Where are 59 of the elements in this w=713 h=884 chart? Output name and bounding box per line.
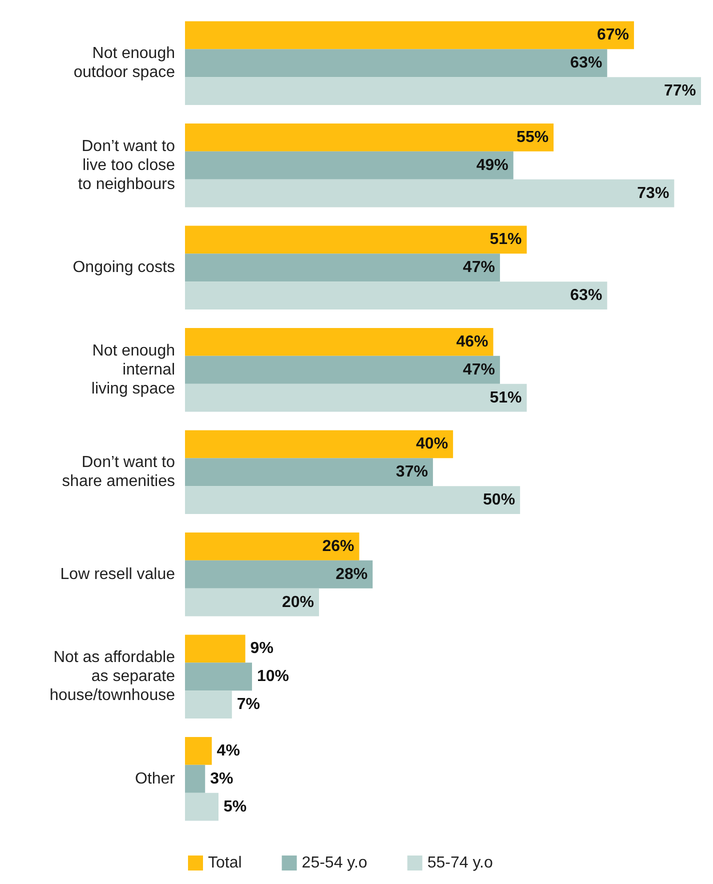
bar bbox=[185, 430, 454, 458]
bar bbox=[185, 21, 634, 50]
bar bbox=[185, 458, 433, 486]
bar bbox=[185, 792, 219, 821]
y-tick-label: Don’t want to share amenities bbox=[62, 454, 176, 490]
data-label: 3% bbox=[210, 770, 234, 788]
data-label: 4% bbox=[216, 742, 240, 760]
data-label: 37% bbox=[396, 464, 428, 481]
y-tick-label: Not enough internal living space bbox=[91, 342, 176, 398]
bar bbox=[185, 634, 246, 663]
bar bbox=[185, 77, 701, 106]
data-label: 20% bbox=[282, 594, 314, 611]
y-tick-label: Low resell value bbox=[60, 566, 176, 583]
data-label: 10% bbox=[257, 668, 290, 686]
bar bbox=[185, 282, 608, 310]
bar bbox=[185, 662, 252, 691]
legend-label: 25-54 y.o bbox=[302, 854, 368, 872]
bar bbox=[185, 151, 514, 180]
data-label: 5% bbox=[224, 798, 247, 816]
data-label: 51% bbox=[490, 231, 522, 248]
data-label: 77% bbox=[664, 82, 696, 100]
data-label: 67% bbox=[596, 26, 629, 44]
bar bbox=[185, 486, 520, 514]
bar bbox=[185, 588, 320, 616]
bar bbox=[185, 328, 494, 356]
data-label: 26% bbox=[322, 538, 354, 555]
bar bbox=[185, 384, 527, 412]
data-label: 47% bbox=[462, 361, 495, 378]
data-label: 28% bbox=[336, 566, 368, 583]
data-label: 55% bbox=[516, 128, 549, 146]
data-label: 7% bbox=[236, 696, 260, 714]
legend-label: Total bbox=[208, 854, 242, 872]
y-tick-label: Not enough outdoor space bbox=[74, 45, 176, 82]
bar bbox=[185, 764, 206, 793]
data-label: 47% bbox=[462, 259, 495, 276]
y-tick-label: Other bbox=[134, 770, 176, 788]
y-tick-label: Don’t want to live too close to neighbours bbox=[78, 138, 176, 193]
legend-label: 55-74 y.o bbox=[427, 854, 493, 872]
bar bbox=[185, 226, 527, 254]
data-label: 40% bbox=[416, 436, 448, 453]
bar bbox=[185, 560, 373, 588]
bar bbox=[185, 254, 500, 282]
y-tick-label: Ongoing costs bbox=[72, 259, 175, 276]
bar bbox=[185, 690, 232, 719]
data-label: 73% bbox=[637, 184, 670, 202]
data-label: 50% bbox=[483, 492, 516, 509]
bar bbox=[185, 123, 554, 152]
data-label: 63% bbox=[570, 287, 602, 304]
bar bbox=[185, 49, 608, 78]
bar bbox=[185, 532, 360, 560]
bar bbox=[185, 736, 212, 765]
data-label: 9% bbox=[250, 640, 274, 658]
data-label: 51% bbox=[490, 389, 522, 406]
data-label: 46% bbox=[456, 333, 488, 350]
data-label: 63% bbox=[570, 54, 602, 72]
data-label: 49% bbox=[476, 156, 508, 174]
y-tick-label: Not as affordable as separate house/townhouse bbox=[50, 649, 176, 704]
bar bbox=[185, 356, 500, 384]
bar bbox=[185, 179, 674, 208]
